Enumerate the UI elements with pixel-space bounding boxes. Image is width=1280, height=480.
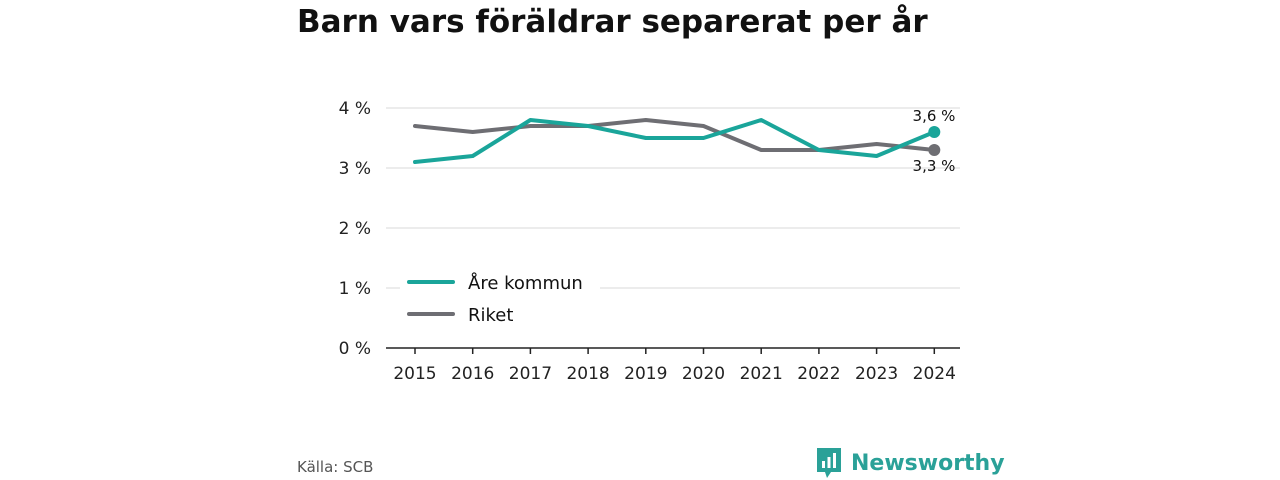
end-point — [928, 126, 941, 138]
series-lines: 3,6 % 3,3 % — [413, 107, 956, 175]
x-tick-label: 2015 — [393, 364, 436, 384]
x-tick-label: 2020 — [682, 364, 725, 384]
grid-lines — [386, 107, 960, 289]
x-tick-label: 2021 — [740, 364, 783, 384]
end-point — [928, 144, 941, 156]
y-axis-ticks: 0 % 1 % 2 % 3 % 4 % — [339, 99, 371, 359]
series-line — [413, 118, 937, 164]
source-note: Källa: SCB — [297, 458, 374, 476]
chart-title: Barn vars föräldrar separerat per år — [297, 4, 928, 40]
legend-label: Riket — [468, 305, 513, 326]
y-tick-label: 2 % — [339, 219, 371, 239]
x-tick-label: 2022 — [797, 364, 840, 384]
y-tick-label: 1 % — [339, 279, 371, 299]
legend: Åre kommun Riket — [400, 268, 600, 328]
x-axis: 2015 2016 2017 2018 2019 2020 2021 2022 2023 2024 — [386, 347, 960, 384]
brand-name: Newsworthy — [851, 450, 1005, 476]
x-tick-label: 2024 — [913, 364, 956, 384]
x-tick-label: 2023 — [855, 364, 898, 384]
end-label: 3,6 % — [913, 107, 956, 125]
y-tick-label: 4 % — [339, 99, 371, 119]
y-tick-label: 3 % — [339, 159, 371, 179]
x-tick-label: 2017 — [509, 364, 552, 384]
x-tick-label: 2019 — [624, 364, 667, 384]
series-line — [413, 118, 937, 152]
newsworthy-logo-icon — [817, 448, 841, 478]
x-tick-label: 2016 — [451, 364, 494, 384]
x-tick-label: 2018 — [566, 364, 609, 384]
end-label: 3,3 % — [913, 157, 956, 175]
y-tick-label: 0 % — [339, 339, 371, 359]
brand: Newsworthy — [815, 446, 1005, 480]
legend-label: Åre kommun — [468, 272, 583, 294]
